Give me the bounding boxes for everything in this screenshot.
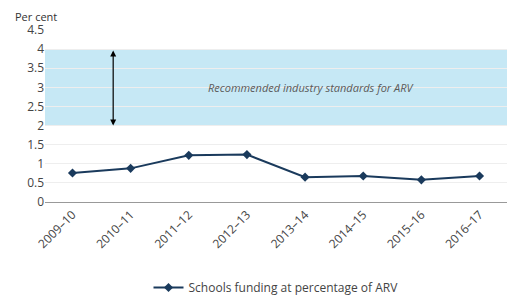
svg-text:4.5: 4.5 bbox=[27, 21, 44, 38]
svg-text:3.5: 3.5 bbox=[27, 59, 44, 76]
svg-text:2: 2 bbox=[37, 117, 44, 134]
svg-text:2.5: 2.5 bbox=[27, 98, 44, 115]
svg-text:2013–14: 2013–14 bbox=[267, 206, 312, 251]
svg-text:Per cent: Per cent bbox=[15, 9, 57, 24]
svg-text:2016–17: 2016–17 bbox=[441, 206, 486, 251]
svg-text:1: 1 bbox=[37, 155, 44, 172]
svg-text:0.5: 0.5 bbox=[27, 174, 44, 191]
svg-text:1.5: 1.5 bbox=[27, 136, 44, 153]
svg-text:Recommended industry standards: Recommended industry standards for ARV bbox=[208, 80, 415, 95]
svg-text:2014–15: 2014–15 bbox=[325, 206, 370, 251]
svg-text:2009–10: 2009–10 bbox=[34, 206, 79, 251]
svg-text:4: 4 bbox=[37, 40, 44, 57]
svg-text:2015–16: 2015–16 bbox=[383, 206, 428, 251]
svg-text:Schools funding at percentage: Schools funding at percentage of ARV bbox=[189, 279, 399, 296]
svg-text:3: 3 bbox=[37, 79, 44, 96]
svg-text:2012–13: 2012–13 bbox=[209, 206, 254, 251]
svg-text:2010–11: 2010–11 bbox=[92, 206, 137, 251]
svg-text:0: 0 bbox=[37, 193, 44, 210]
svg-text:2011–12: 2011–12 bbox=[150, 206, 195, 251]
